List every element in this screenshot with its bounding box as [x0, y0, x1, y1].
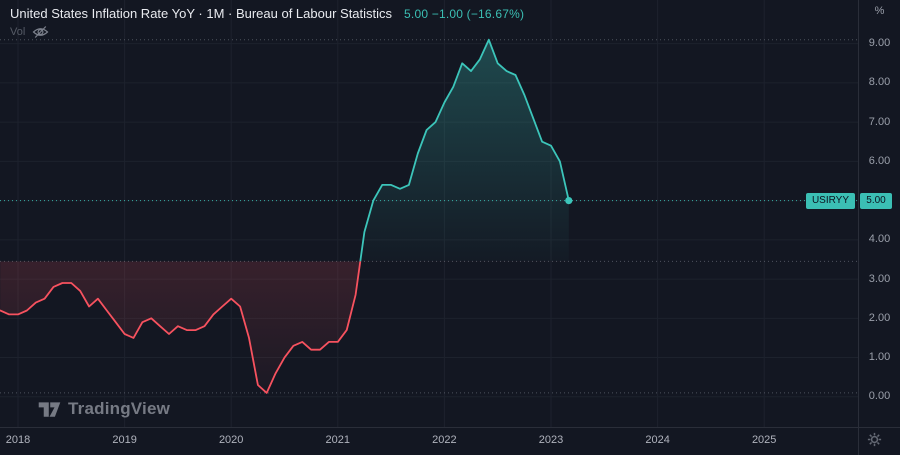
volume-legend-row: Vol — [10, 25, 49, 39]
watermark-text: TradingView — [68, 399, 171, 418]
price-tick-label: 8.00 — [868, 76, 891, 89]
time-tick-label: 2023 — [538, 434, 564, 446]
time-tick-label: 2019 — [112, 434, 137, 446]
time-axis-border — [0, 427, 900, 428]
tradingview-watermark[interactable]: TradingView — [38, 399, 170, 419]
time-tick-label: 2021 — [325, 434, 351, 446]
price-tick-label: 7.00 — [868, 115, 891, 128]
volume-label: Vol — [10, 26, 26, 38]
price-axis-border — [858, 0, 859, 455]
price-tick-label: 9.00 — [868, 37, 891, 50]
change-value: −1.00 (−16.67%) — [431, 7, 525, 21]
time-tick-label: 2025 — [751, 434, 777, 446]
last-value-and-change: 5.00 −1.00 (−16.67%) — [404, 7, 524, 21]
time-tick-label: 2020 — [218, 434, 244, 446]
chart-canvas[interactable] — [0, 0, 858, 427]
eye-off-icon[interactable] — [32, 25, 49, 39]
time-tick-label: 2018 — [5, 434, 31, 446]
price-tick-label: 4.00 — [868, 233, 891, 246]
settings-gear-icon[interactable] — [866, 431, 883, 448]
last-value: 5.00 — [404, 7, 429, 21]
time-axis[interactable]: 2018 2019 2020 2021 2022 2023 2024 2025 — [0, 428, 858, 455]
time-tick-label: 2022 — [432, 434, 457, 446]
price-axis[interactable]: % 9.00 8.00 7.00 6.00 5.00 4.00 3.00 2.00 1.00 0.… — [859, 0, 900, 427]
symbol-price-badge: USIRYY — [805, 192, 855, 209]
price-tick-label: 3.00 — [868, 272, 891, 285]
price-tick-label: 6.00 — [868, 154, 891, 167]
symbol-title: United States Inflation Rate YoY · 1M · … — [10, 6, 393, 21]
time-tick-label: 2024 — [645, 434, 670, 446]
last-price-axis-label: 5.00 — [860, 192, 892, 209]
price-unit-label: % — [874, 5, 885, 17]
price-tick-label: 0.00 — [868, 390, 891, 403]
chart-legend: United States Inflation Rate YoY · 1M · … — [10, 6, 524, 21]
price-tick-label: 1.00 — [868, 351, 891, 364]
tradingview-logo-icon — [38, 401, 61, 417]
price-tick-label: 2.00 — [868, 311, 891, 324]
